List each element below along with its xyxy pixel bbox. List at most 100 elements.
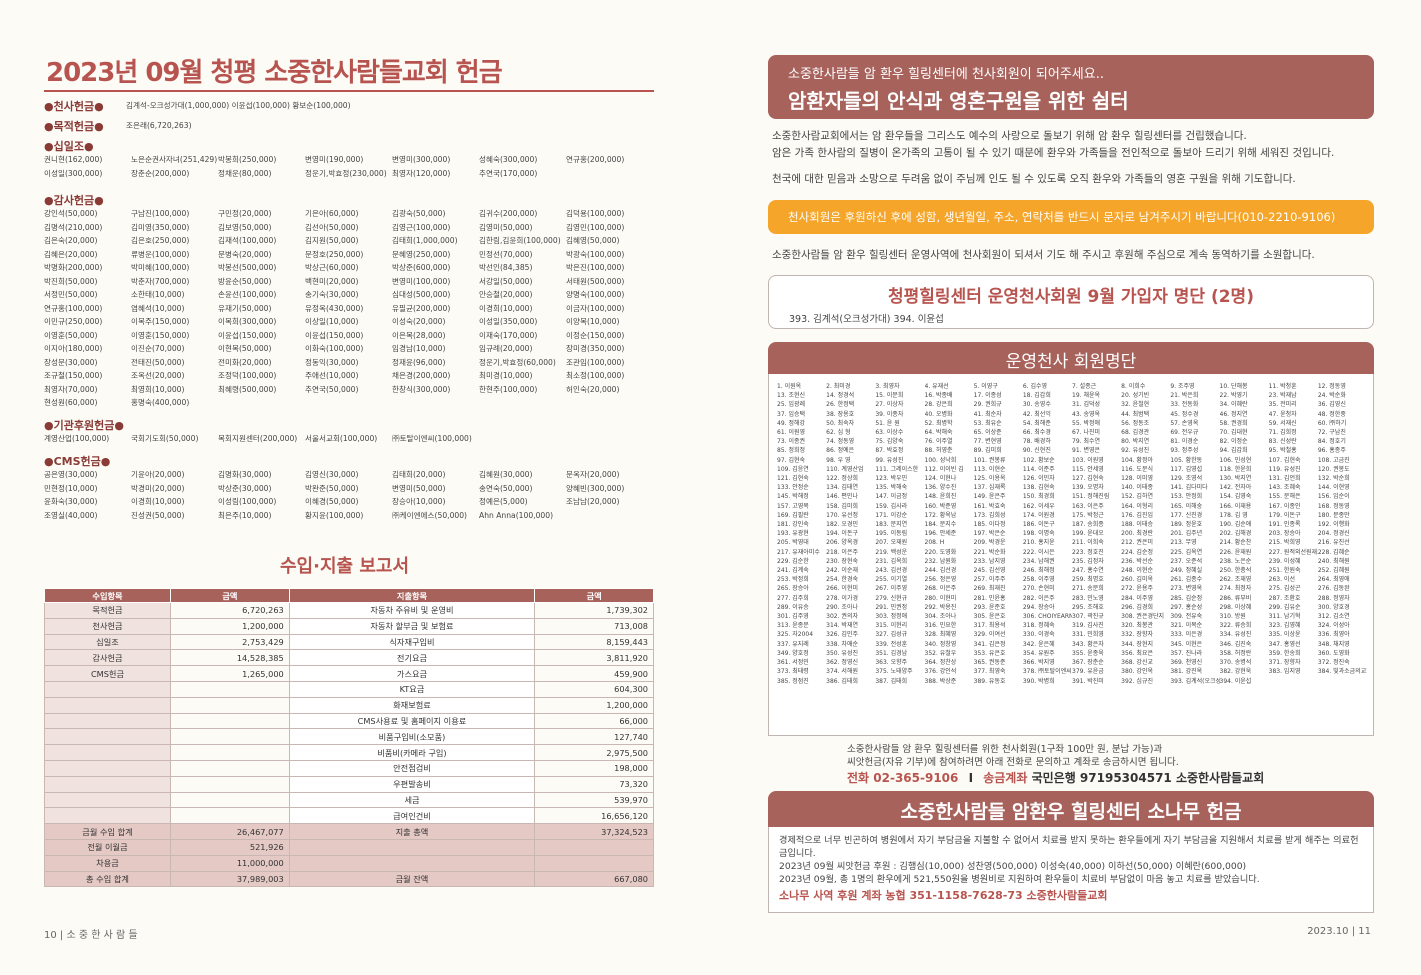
member-entry: 255. 이기열	[875, 576, 908, 584]
table-cell: 지출 총액	[288, 823, 536, 840]
donor-entry: ㈜토탈이엔씨(100,000)	[392, 434, 472, 443]
member-entry: 125. 이용옥	[973, 475, 1006, 483]
donor-entry: 강인석(50,000)	[44, 209, 98, 218]
donor-entry: 김영미(50,000)	[479, 222, 533, 232]
member-entry: 55. 박정애	[1072, 419, 1101, 427]
member-entry: 244. 김선경	[924, 567, 957, 575]
finance-table: 수입항목 금액 지출항목 금액 목적헌금 6,720,263 자동차 주유비 및 운영비 1,…	[44, 588, 654, 888]
table-row: 세금 539,970	[44, 791, 654, 809]
donor-entry: 이성일(300,000)	[44, 168, 103, 178]
member-entry: 361. 서정민	[777, 659, 809, 667]
member-entry: 175. 박정근	[1072, 511, 1104, 519]
donor-entry: 유정옥(430,000)	[305, 303, 364, 313]
section-heading: ●CMS헌금●	[44, 455, 111, 468]
member-entry: 360. 도영화	[1317, 649, 1350, 657]
member-entry: 278. 이가경	[826, 594, 858, 602]
member-entry: 192. 이행화	[1317, 521, 1350, 529]
table-row: 전월 이월금 521,926	[44, 838, 654, 856]
right-page: 소중한사람들 암 환우 힐링센터에 천사회원이 되어주세요.. 암환자들의 안식…	[710, 0, 1421, 975]
member-entry: 357. 진나라	[1170, 649, 1203, 657]
donor-entry: 박미혜(100,000)	[131, 263, 190, 272]
member-entry: 81. 이경순	[1170, 438, 1199, 446]
donor-entry: 권니현(162,000)	[44, 155, 103, 164]
member-entry: 245. 김선영	[973, 567, 1006, 575]
member-entry: 324. 이성아	[1317, 622, 1350, 630]
donor-entry: 임경남(10,000)	[392, 344, 446, 353]
member-entry: 62. 심 형	[826, 429, 851, 437]
member-entry: 235. 김정자	[1072, 557, 1104, 565]
member-entry: 69. 전우규	[1170, 429, 1199, 437]
table-row: CMS사용료 및 홈페이지 이용료 66,000	[44, 712, 654, 730]
donor-entry: 구남진(100,000)	[131, 209, 190, 218]
table-cell: 가스요금	[288, 665, 536, 682]
member-entry: 177. 신진경	[1170, 511, 1203, 519]
donor-entry	[479, 396, 566, 410]
member-entry: 243. 김선경	[875, 567, 908, 575]
donor-entry	[566, 432, 653, 446]
member-entry: 373. 최태령	[777, 668, 809, 676]
member-entry: 135. 박해숙	[875, 484, 908, 492]
member-entry: 156. 임순이	[1317, 493, 1350, 501]
page-footer-left: 10 | 소 중 한 사 람 들	[44, 930, 138, 941]
donor-entry: 황지윤(100,000)	[305, 510, 364, 520]
donor-entry: 기윤아(20,000)	[131, 470, 185, 479]
member-entry: 289. 이유승	[777, 603, 809, 611]
new-member-title: 청평힐링센터 운영천사회원 9월 가입자 명단 (2명)	[888, 287, 1254, 307]
member-entry: 96. 홍종주	[1317, 447, 1346, 455]
table-cell	[169, 712, 290, 730]
banner-subtitle: 소중한사람들 암 환우 힐링센터에 천사회원이 되어주세요..	[788, 67, 1104, 82]
member-entry: 59. 서재신	[1268, 419, 1297, 427]
member-entry: 76. 이주열	[924, 438, 953, 446]
donor-entry: 이영훈(50,000)	[44, 330, 98, 340]
donor-entry: 김영근(100,000)	[392, 222, 451, 232]
table-cell: 전기요금	[288, 649, 536, 667]
member-entry: 67. 나진미	[1072, 429, 1101, 437]
member-entry: 72. 구남진	[1317, 429, 1346, 437]
member-entry: 194. 이돈구	[826, 530, 858, 538]
members-box: 1. 이원옥 2. 최미경 3. 최영자 4. 유재선 5. 이영구 6. 김수영 7. 설…	[768, 374, 1374, 736]
member-entry: 377. 최영숙	[973, 668, 1006, 676]
member-entry: 348. 채지영	[1317, 640, 1350, 648]
member-entry: 12. 정동영	[1317, 383, 1346, 390]
member-entry: 86. 정예은	[826, 447, 855, 455]
member-entry: 333. 이은경	[1170, 631, 1203, 639]
donor-entry: 조남남(20,000)	[566, 497, 620, 506]
donor-entry: 최미경(10,000)	[479, 371, 533, 380]
member-entry: 392. 심규진	[1121, 677, 1153, 685]
table-header: 수입항목	[44, 588, 171, 603]
member-entry: 212. 권은미	[1121, 539, 1153, 547]
member-entry: 378. ㈜토탈이엔씨	[1022, 668, 1072, 676]
member-entry: 385. 정점진	[777, 677, 809, 685]
table-cell: 급여인건비	[288, 807, 536, 825]
page-title: 2023년 09월 청평 소중한사람들교회 헌금	[46, 58, 503, 88]
member-entry: 167. 이종인	[1268, 502, 1301, 510]
donor-entry: 방윤순(50,000)	[218, 276, 272, 286]
member-entry: 342. 윤은혜	[1022, 640, 1055, 648]
table-row: 목적헌금 6,720,263 자동차 주유비 및 운영비 1,739,302	[44, 602, 654, 619]
member-entry: 370. 송병석	[1219, 659, 1252, 667]
table-cell: 1,265,000	[169, 665, 290, 682]
donor-entry: 손윤선(100,000)	[218, 290, 277, 299]
table-cell: 세금	[288, 791, 536, 809]
member-entry: 162. 이세우	[1022, 502, 1055, 510]
member-entry: 160. 박준영	[924, 502, 957, 510]
member-entry: 133. 안정순	[777, 484, 809, 492]
member-entry: 1. 이원옥	[777, 383, 802, 390]
member-entry: 111. 그레이스한	[875, 465, 919, 473]
donor-entry: 이양복(10,000)	[566, 317, 620, 326]
member-entry: 339. 전성훈	[875, 640, 908, 648]
member-entry: 7. 설종근	[1072, 383, 1097, 390]
member-entry: 34. 이혜란	[1219, 401, 1248, 409]
table-cell: 목적헌금	[44, 602, 171, 619]
donor-entry: 박춘자(700,000)	[131, 276, 190, 286]
section-heading: ●천사헌금●	[44, 100, 104, 113]
member-entry: 70. 김대현	[1219, 429, 1248, 437]
donor-entry: 박상준(30,000)	[218, 483, 272, 493]
member-entry: 42. 최선익	[1022, 410, 1051, 418]
donor-entry: 최은주(10,000)	[218, 510, 272, 520]
member-entry: 315. 이현리	[875, 622, 908, 630]
member-entry: 2. 최미경	[826, 383, 851, 390]
member-entry: 27. 이상자	[875, 401, 904, 409]
donor-entry: Ahn Anna(100,000)	[479, 510, 554, 520]
member-entry: 334. 유성진	[1219, 631, 1252, 639]
